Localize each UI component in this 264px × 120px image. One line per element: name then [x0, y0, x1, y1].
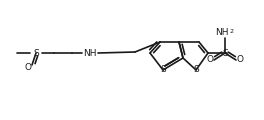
Text: S: S [33, 48, 39, 57]
Text: O: O [25, 63, 31, 72]
Text: O: O [206, 55, 214, 65]
Text: S: S [193, 66, 199, 75]
Text: S: S [160, 66, 166, 75]
Text: NH: NH [215, 28, 229, 37]
Text: NH: NH [83, 48, 97, 57]
Text: O: O [237, 55, 243, 65]
Text: 2: 2 [229, 29, 233, 34]
Text: S: S [222, 48, 228, 57]
